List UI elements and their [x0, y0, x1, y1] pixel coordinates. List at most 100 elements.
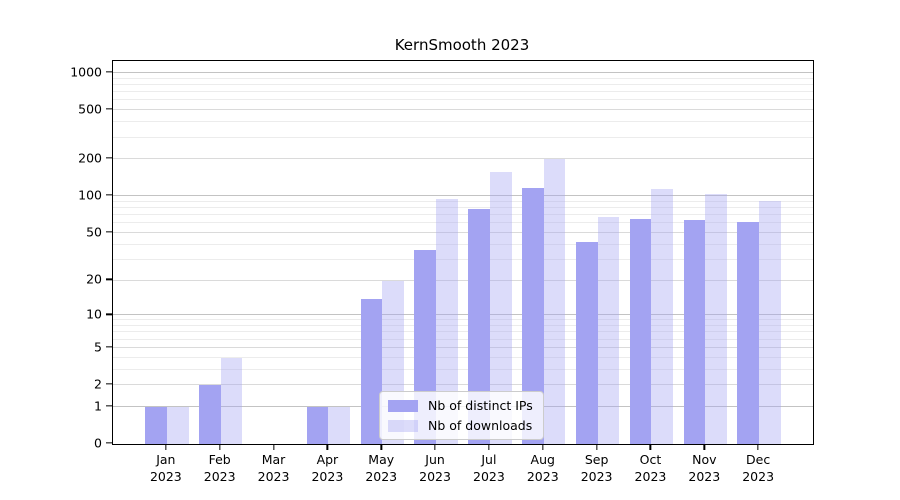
- x-tick-mark: [272, 444, 275, 450]
- x-tick-mark: [488, 444, 490, 450]
- gridline-9: [113, 319, 813, 321]
- gridline-90: [113, 200, 813, 202]
- x-tick-label-jun: Jun 2023: [419, 452, 451, 484]
- x-tick-label-apr: Apr 2023: [311, 452, 344, 484]
- plot-area: Nb of distinct IPs Nb of downloads: [112, 60, 814, 445]
- gridline-6: [113, 338, 813, 340]
- y-tick-mark: [106, 108, 112, 110]
- y-tick-mark: [106, 383, 112, 385]
- x-tick-label-may: May 2023: [365, 452, 398, 484]
- x-tick-mark: [757, 444, 759, 450]
- x-tick-mark: [703, 444, 705, 450]
- x-tick-mark: [649, 444, 652, 450]
- gridline-7: [113, 331, 813, 333]
- bar-distinct-ips-aug: [522, 188, 544, 444]
- y-tick-mark: [106, 157, 112, 159]
- y-tick-mark: [106, 194, 112, 196]
- gridline-30: [113, 258, 813, 260]
- gridline-5: [113, 346, 813, 348]
- y-tick-label-1000: 1000: [70, 64, 102, 80]
- gridline-80: [113, 207, 813, 209]
- x-tick-label-jan: Jan 2023: [149, 452, 182, 484]
- gridline-500: [113, 109, 813, 111]
- x-tick-mark: [434, 444, 436, 450]
- x-tick-label-feb: Feb 2023: [203, 452, 236, 484]
- bar-downloads-dec: [759, 200, 781, 444]
- bar-downloads-jan: [166, 406, 189, 444]
- bar-downloads-jun: [436, 198, 458, 444]
- gridline-40: [113, 243, 813, 245]
- x-tick-label-sep: Sep 2023: [580, 452, 613, 484]
- y-tick-label-100: 100: [78, 187, 102, 203]
- gridline-1000: [113, 71, 813, 73]
- y-tick-label-50: 50: [86, 224, 102, 240]
- bar-distinct-ips-apr: [306, 406, 329, 444]
- y-tick-label-500: 500: [78, 101, 102, 117]
- x-tick-mark: [542, 444, 544, 450]
- gridline-800: [113, 83, 813, 85]
- y-tick-label-2: 2: [94, 376, 102, 392]
- x-tick-mark: [219, 444, 221, 450]
- bar-downloads-oct: [651, 188, 674, 444]
- y-tick-mark: [106, 231, 112, 233]
- x-tick-mark: [326, 444, 329, 450]
- bar-downloads-aug: [543, 159, 566, 444]
- bar-distinct-ips-dec: [737, 221, 760, 444]
- gridline-20: [113, 279, 813, 281]
- gridline-60: [113, 222, 813, 224]
- y-tick-mark: [106, 442, 112, 444]
- gridline-300: [113, 136, 813, 138]
- x-tick-label-aug: Aug 2023: [526, 452, 559, 484]
- x-tick-label-oct: Oct 2023: [634, 452, 667, 484]
- bar-downloads-jul: [489, 171, 512, 444]
- bar-downloads-feb: [220, 357, 243, 444]
- bar-distinct-ips-jul: [468, 209, 490, 444]
- bar-downloads-nov: [705, 193, 727, 444]
- legend-label-distinct-ips: Nb of distinct IPs: [428, 398, 533, 413]
- y-tick-label-5: 5: [94, 339, 102, 355]
- y-tick-label-1: 1: [94, 398, 102, 414]
- bar-downloads-sep: [597, 216, 620, 444]
- y-tick-label-0: 0: [94, 435, 102, 451]
- gridline-4: [113, 356, 813, 358]
- legend-swatch-downloads-icon: [388, 419, 418, 432]
- x-tick-mark: [165, 444, 167, 450]
- gridline-10: [113, 314, 813, 316]
- y-tick-mark: [106, 313, 112, 315]
- legend-row-downloads: Nb of downloads: [388, 418, 533, 433]
- y-tick-mark: [106, 278, 112, 281]
- gridline-700: [113, 91, 813, 93]
- y-tick-label-10: 10: [86, 306, 102, 322]
- x-tick-label-mar: Mar 2023: [257, 452, 290, 484]
- bar-downloads-apr: [328, 406, 351, 444]
- gridline-50: [113, 231, 813, 233]
- legend-label-downloads: Nb of downloads: [428, 418, 533, 433]
- bar-distinct-ips-feb: [198, 385, 221, 444]
- gridline-200: [113, 158, 813, 160]
- chart-title: KernSmooth 2023: [394, 36, 530, 54]
- bar-distinct-ips-may: [360, 298, 383, 444]
- bar-distinct-ips-nov: [683, 219, 706, 444]
- y-tick-mark: [106, 71, 112, 73]
- gridline-600: [113, 99, 813, 101]
- legend-row-distinct-ips: Nb of distinct IPs: [388, 398, 533, 413]
- bar-distinct-ips-sep: [575, 242, 598, 444]
- gridline-400: [113, 121, 813, 123]
- gridline-2: [113, 384, 813, 386]
- gridline-3: [113, 368, 813, 370]
- bar-distinct-ips-oct: [629, 219, 652, 444]
- gridline-900: [113, 77, 813, 79]
- legend: Nb of distinct IPs Nb of downloads: [379, 391, 544, 440]
- x-tick-label-jul: Jul 2023: [473, 452, 505, 484]
- x-tick-label-nov: Nov 2023: [688, 452, 721, 484]
- gridline-100: [113, 195, 813, 197]
- x-tick-label-dec: Dec 2023: [742, 452, 775, 484]
- y-tick-mark: [106, 405, 112, 407]
- gridline-70: [113, 214, 813, 216]
- gridline-8: [113, 325, 813, 327]
- y-tick-label-20: 20: [86, 271, 102, 287]
- legend-swatch-distinct-ips-icon: [388, 399, 418, 412]
- y-tick-label-200: 200: [78, 150, 102, 166]
- x-tick-mark: [595, 444, 598, 450]
